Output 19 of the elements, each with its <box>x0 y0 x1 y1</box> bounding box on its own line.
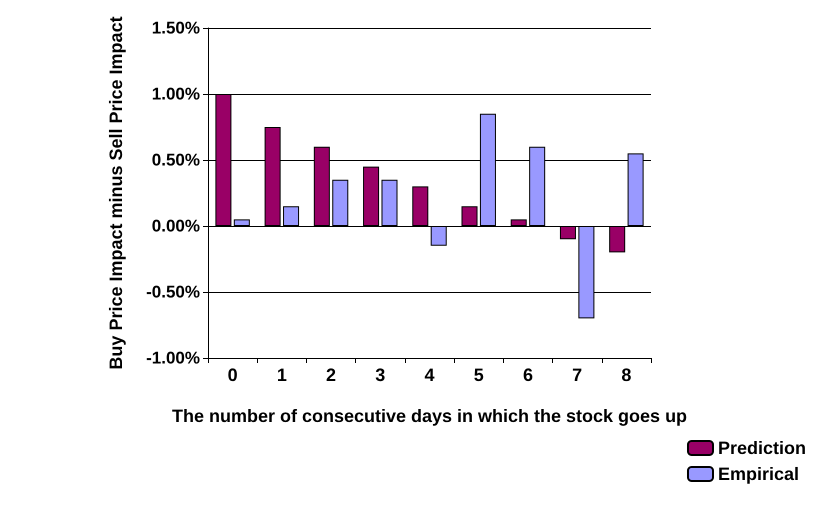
y-axis-title: Buy Price Impact minus Sell Price Impact <box>106 16 126 370</box>
x-tick-label: 2 <box>326 365 336 385</box>
y-tick-label: 0.00% <box>152 216 200 236</box>
y-tick-label: -0.50% <box>146 282 200 302</box>
x-tick-label: 0 <box>228 365 238 385</box>
y-tick-label: -1.00% <box>146 348 200 368</box>
x-tick-label: 5 <box>474 365 484 385</box>
y-tick-label: 1.50% <box>152 18 200 38</box>
y-tick-label: 1.00% <box>152 84 200 104</box>
legend-label: Prediction <box>718 438 806 458</box>
x-tick-label: 6 <box>522 365 533 385</box>
x-axis-title: The number of consecutive days in which the stock goes up <box>172 406 688 426</box>
legend-label: Empirical <box>718 464 800 484</box>
x-tick-label: 7 <box>572 365 582 385</box>
x-tick-label: 1 <box>276 365 287 385</box>
y-tick-label: 0.50% <box>152 150 200 170</box>
x-tick-label: 8 <box>621 365 632 385</box>
x-tick-label: 4 <box>424 365 435 385</box>
x-tick-label: 3 <box>375 365 386 385</box>
